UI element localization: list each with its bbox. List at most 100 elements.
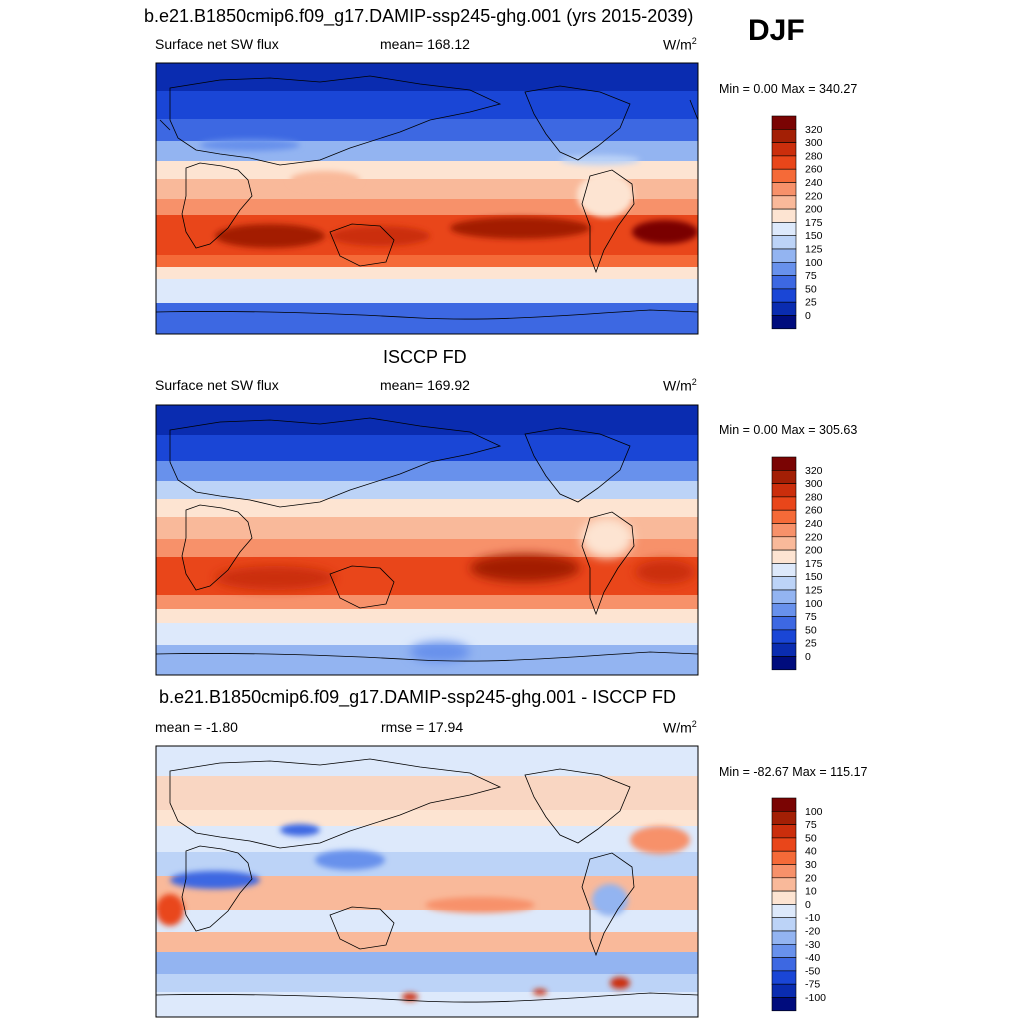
colorbar-3-box [771, 850, 797, 865]
panel-1-title: b.e21.B1850cmip6.f09_g17.DAMIP-ssp245-gh… [144, 6, 694, 26]
panel-3-rmse-label: rmse = 17.94 [381, 719, 464, 735]
colorbar-3-tick-label: 75 [805, 819, 817, 831]
colorbar-2-box [771, 536, 797, 551]
colorbar-2-tick-label: 320 [805, 465, 823, 477]
colorbar-1-box [771, 248, 797, 263]
panel-2-title: ISCCP FD [383, 347, 467, 367]
colorbar-3-box [771, 797, 797, 812]
colorbar-2-box [771, 589, 797, 604]
colorbar-3-box [771, 890, 797, 905]
colorbar-2-box [771, 656, 797, 671]
colorbar-1-tick-label: 200 [805, 204, 823, 216]
season-label: DJF [748, 14, 805, 47]
panel-1-units: W/m2 [663, 36, 697, 53]
panel-3-units: W/m2 [663, 719, 697, 736]
panel-3-title: b.e21.B1850cmip6.f09_g17.DAMIP-ssp245-gh… [159, 687, 676, 707]
colorbar-2-box [771, 629, 797, 644]
colorbar-1-tick-label: 260 [805, 164, 823, 176]
colorbar-1-box [771, 129, 797, 143]
colorbar-2-tick-label: 75 [805, 611, 817, 623]
colorbar-3-box [771, 970, 797, 985]
colorbar-1-box [771, 275, 797, 290]
colorbar-2-tick-label: 175 [805, 558, 823, 570]
colorbar-1-tick-label: 280 [805, 150, 823, 162]
map-3-field [156, 746, 698, 1017]
map-panel-2 [155, 404, 699, 676]
colorbar-2-box [771, 509, 797, 524]
colorbar-2-box [771, 483, 797, 498]
colorbar-1-box [771, 235, 797, 250]
colorbar-2-tick-label: 0 [805, 651, 811, 663]
colorbar-1-tick-label: 300 [805, 137, 823, 149]
colorbar-2-tick-label: 50 [805, 624, 817, 636]
colorbar-1-box [771, 142, 797, 157]
colorbar-2-tick-label: 300 [805, 478, 823, 490]
panel-3-minmax: Min = -82.67 Max = 115.17 [719, 765, 868, 779]
colorbar-2-tick-label: 25 [805, 638, 817, 650]
colorbar-1-box [771, 222, 797, 236]
colorbar-3-box [771, 864, 797, 879]
colorbar-3-box [771, 997, 797, 1012]
colorbar-2-tick-label: 150 [805, 571, 823, 583]
panel-2-units: W/m2 [663, 377, 697, 394]
colorbar-2-box [771, 469, 797, 484]
colorbar-2-tick-label: 280 [805, 491, 823, 503]
colorbar-1-tick-label: 175 [805, 217, 823, 229]
panel-2-mean-label: mean= 169.92 [380, 377, 470, 393]
map-1-field [156, 63, 698, 334]
colorbar-3-tick-label: 40 [805, 846, 817, 858]
colorbar-3-box [771, 943, 797, 958]
colorbar-2-tick-label: 220 [805, 531, 823, 543]
colorbar-3-tick-label: -30 [805, 939, 820, 951]
colorbar-3-box [771, 904, 797, 919]
colorbar-1-box [771, 155, 797, 170]
colorbar-3-tick-label: -50 [805, 965, 820, 977]
colorbar-3-tick-label: -10 [805, 912, 820, 924]
colorbar-2-box [771, 602, 797, 617]
colorbar-2-box [771, 456, 797, 471]
colorbar-1-tick-label: 75 [805, 270, 817, 282]
panel-1-mean-label: mean= 168.12 [380, 36, 470, 52]
colorbar-2-tick-label: 260 [805, 505, 823, 517]
colorbar-3-box [771, 810, 797, 825]
colorbar-1-box [771, 288, 797, 303]
map-panel-3 [155, 745, 699, 1018]
colorbar-3-box [771, 930, 797, 945]
colorbar-3-box [771, 837, 797, 852]
map-2-coastlines [156, 417, 698, 662]
colorbar-1-tick-label: 0 [805, 310, 811, 322]
colorbar-3-tick-label: 50 [805, 832, 817, 844]
colorbar-1-box [771, 261, 797, 276]
colorbar-2-box [771, 642, 797, 657]
colorbar-2-box [771, 496, 797, 511]
colorbar-3-tick-label: -40 [805, 952, 820, 964]
map-panel-1 [155, 62, 699, 335]
colorbar-3-tick-label: 10 [805, 886, 817, 898]
colorbar-2-tick-label: 125 [805, 585, 823, 597]
colorbar-3-tick-label: 100 [805, 806, 823, 818]
panel-2-minmax: Min = 0.00 Max = 305.63 [719, 423, 858, 437]
colorbar-2-tick-label: 240 [805, 518, 823, 530]
colorbar-2-box [771, 523, 797, 538]
colorbar-3-box [771, 877, 797, 892]
colorbar-3-box [771, 824, 797, 839]
colorbar-1-tick-label: 220 [805, 190, 823, 202]
colorbar-1-tick-label: 50 [805, 283, 817, 295]
panel-1-variable-label: Surface net SW flux [155, 36, 279, 52]
colorbar-1-tick-label: 125 [805, 244, 823, 256]
colorbar-1-tick-label: 150 [805, 230, 823, 242]
colorbar-2-box [771, 616, 797, 631]
colorbar-1-tick-label: 240 [805, 177, 823, 189]
panel-3-mean-label: mean = -1.80 [155, 719, 238, 735]
colorbar-1-box [771, 195, 797, 210]
colorbar-1-tick-label: 25 [805, 297, 817, 309]
colorbar-1-box [771, 182, 797, 197]
panel-1-minmax: Min = 0.00 Max = 340.27 [719, 82, 858, 96]
colorbar-1-box [771, 208, 797, 223]
colorbar-2-tick-label: 100 [805, 598, 823, 610]
map-1-coastlines [156, 75, 698, 320]
colorbar-3-tick-label: -100 [805, 992, 826, 1004]
